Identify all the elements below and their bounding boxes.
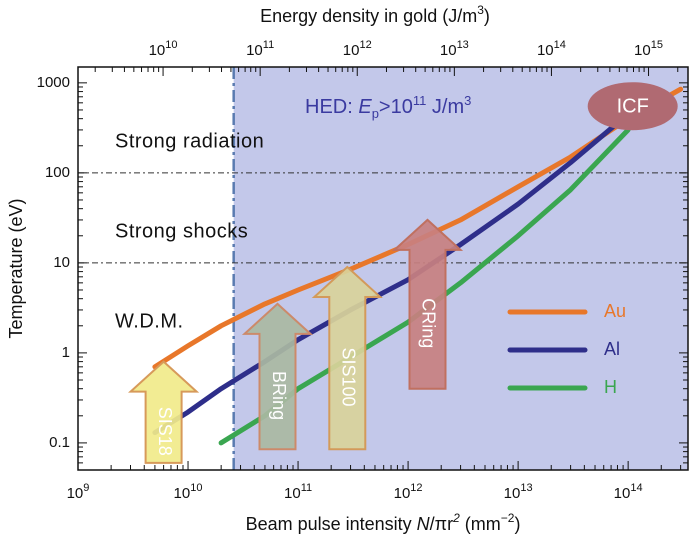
- x-title-symbol: N: [417, 514, 431, 534]
- y-tick-label: 1: [62, 344, 70, 361]
- x-tick-exponent: 9: [83, 482, 89, 494]
- x-tick-base: 10: [174, 485, 191, 502]
- x-title-unit-exponent: −2: [501, 511, 515, 525]
- hed-label: HED: Ep>1011 J/m3: [305, 93, 471, 121]
- top-tick-base: 10: [149, 42, 166, 59]
- legend-label-al: Al: [604, 339, 620, 359]
- x-axis-title: Beam pulse intensity N/πr2 (mm−2): [246, 511, 521, 534]
- top-title-exponent: 3: [477, 3, 484, 17]
- top-tick-label: 1014: [537, 39, 566, 59]
- facility-label-sis18: SIS18: [155, 407, 175, 456]
- facility-arrow-sis18: [128, 360, 200, 464]
- x-tick-exponent: 13: [520, 482, 532, 494]
- x-tick-base: 10: [67, 485, 84, 502]
- x-tick-exponent: 12: [410, 482, 422, 494]
- region-label: W.D.M.: [115, 310, 184, 332]
- top-tick-exponent: 10: [165, 39, 177, 51]
- x-title-close: ): [514, 514, 520, 534]
- y-tick-label: 1000: [37, 74, 70, 91]
- x-title-denominator: /πr: [430, 514, 453, 534]
- x-title-exponent: 2: [452, 511, 460, 525]
- hed-label-base: >10: [379, 96, 413, 118]
- hed-shaded-area: [233, 67, 689, 470]
- y-axis-title: Temperature (eV): [6, 198, 26, 338]
- x-title-text: Beam pulse intensity: [246, 514, 417, 534]
- y-tick-label: 100: [45, 164, 70, 181]
- y-tick-label: 10: [53, 254, 70, 271]
- legend: Au Al H: [507, 301, 626, 397]
- top-title-close: ): [484, 6, 490, 26]
- legend-label-au: Au: [604, 301, 626, 321]
- x-title-unit: (mm: [460, 514, 501, 534]
- top-tick-base: 10: [246, 42, 263, 59]
- x-tick-exponent: 10: [190, 482, 202, 494]
- plot-frame: [77, 66, 689, 471]
- x-tick-label: 109: [67, 482, 90, 502]
- hed-label-subscript: p: [372, 106, 379, 121]
- icf-marker: ICF: [587, 82, 678, 131]
- top-tick-exponent: 15: [651, 39, 663, 51]
- x-tick-label: 1012: [394, 482, 423, 502]
- hed-label-unit-exponent: 3: [464, 93, 471, 108]
- top-tick-base: 10: [343, 42, 360, 59]
- facility-arrows: SIS18 BRing SIS100 CRing: [128, 218, 464, 464]
- top-tick-label: 1010: [149, 39, 178, 59]
- x-tick-label: 1010: [174, 482, 203, 502]
- x-tick-label: 1013: [504, 482, 533, 502]
- hed-label-unit: J/m: [426, 96, 464, 118]
- legend-label-h: H: [604, 377, 617, 397]
- region-labels: Strong radiation Strong shocks W.D.M. HED: …: [115, 93, 471, 332]
- series-line-au: [152, 86, 684, 370]
- x-tick-base: 10: [284, 485, 301, 502]
- region-label: Strong radiation: [115, 130, 264, 152]
- top-title-text: Energy density in gold (J/m: [260, 6, 477, 26]
- x-tick-base: 10: [394, 485, 411, 502]
- hed-label-symbol: E: [358, 96, 372, 118]
- facility-arrow-bring: [241, 302, 314, 451]
- facility-arrow-cring: [391, 218, 464, 390]
- top-tick-exponent: 14: [554, 39, 566, 51]
- top-tick-base: 10: [440, 42, 457, 59]
- x-tick-exponent: 14: [630, 482, 642, 494]
- top-tick-label: 1011: [246, 39, 274, 59]
- facility-label-bring: BRing: [269, 371, 289, 420]
- x-tick-label: 1014: [614, 482, 643, 502]
- facility-label-cring: CRing: [419, 298, 439, 348]
- region-label: Strong shocks: [115, 220, 248, 242]
- top-axis-title: Energy density in gold (J/m3): [260, 3, 490, 26]
- hed-label-prefix: HED:: [305, 96, 358, 118]
- x-tick-label: 1011: [284, 482, 312, 502]
- facility-arrow-sis100: [311, 265, 383, 451]
- top-tick-label: 1013: [440, 39, 469, 59]
- y-tick-label: 0.1: [49, 434, 70, 451]
- top-tick-base: 10: [634, 42, 651, 59]
- hed-region: [232, 67, 689, 470]
- x-tick-base: 10: [504, 485, 521, 502]
- top-tick-exponent: 13: [457, 39, 469, 51]
- top-tick-label: 1012: [343, 39, 372, 59]
- hed-label-exponent: 11: [413, 93, 427, 108]
- x-tick-base: 10: [614, 485, 631, 502]
- top-tick-exponent: 12: [359, 39, 371, 51]
- top-tick-base: 10: [537, 42, 554, 59]
- icf-ellipse: [587, 82, 678, 131]
- icf-label: ICF: [617, 96, 649, 118]
- top-tick-label: 1015: [634, 39, 663, 59]
- x-tick-exponent: 11: [301, 482, 312, 494]
- top-tick-exponent: 11: [263, 39, 274, 51]
- facility-label-sis100: SIS100: [339, 348, 359, 407]
